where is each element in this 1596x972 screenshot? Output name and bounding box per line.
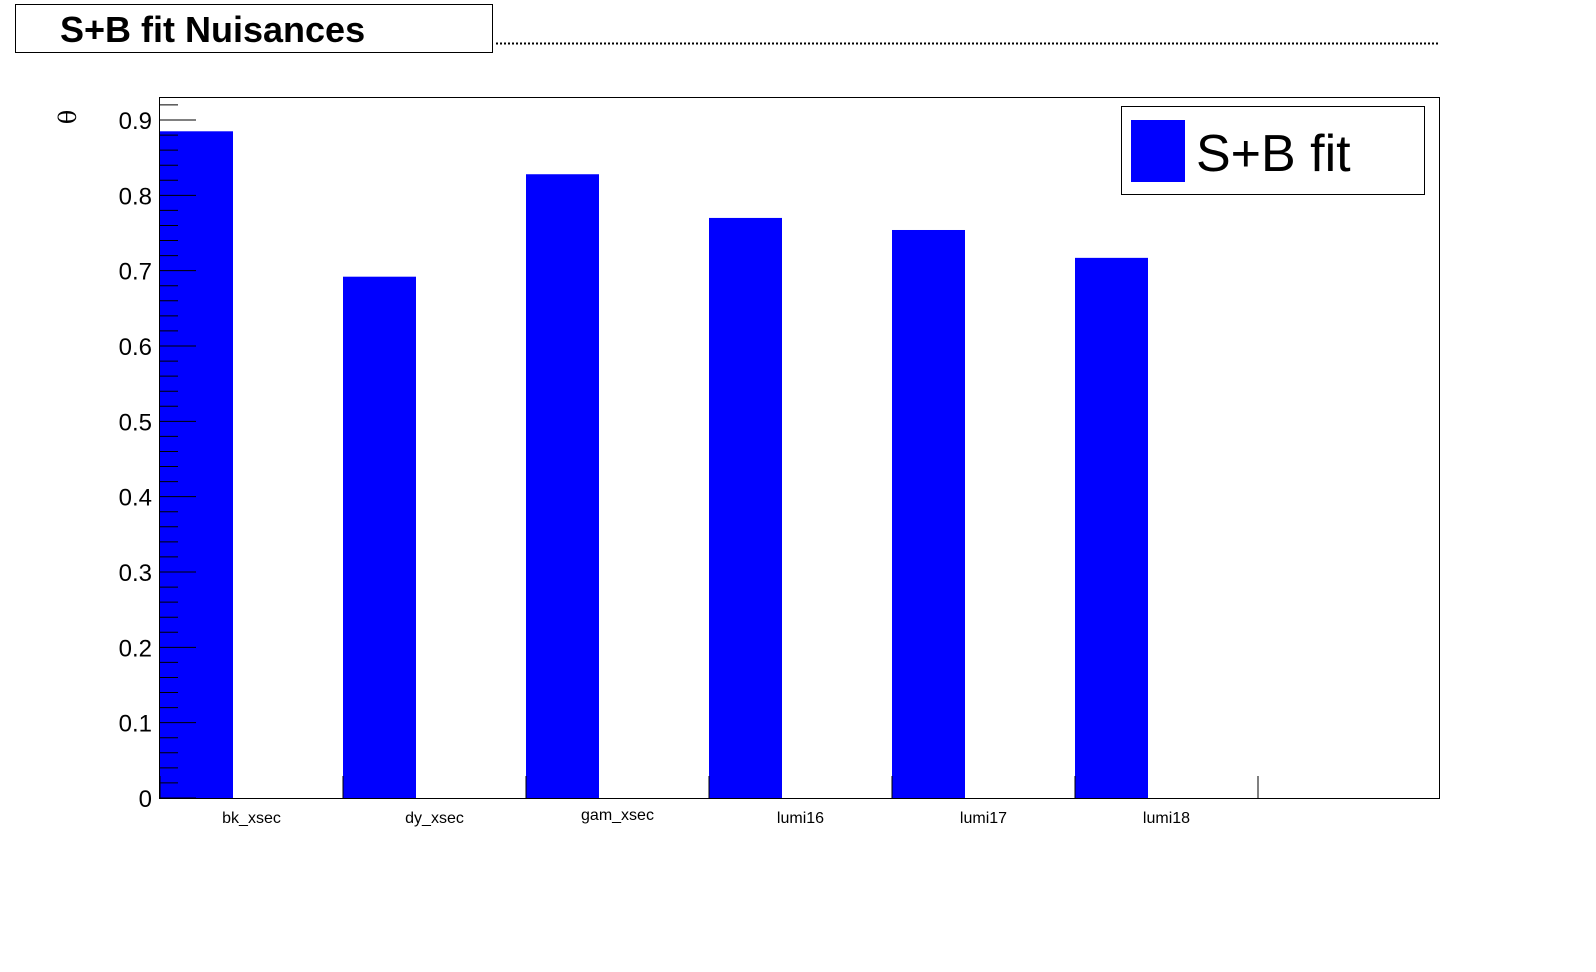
chart-title: S+B fit Nuisances [60, 9, 365, 50]
plot-frame [159, 97, 1440, 799]
x-category-label: lumi17 [960, 810, 1007, 827]
y-tick-label: 0.5 [119, 409, 152, 436]
title-box [15, 4, 493, 53]
x-category-label: lumi16 [777, 810, 824, 827]
bar-lumi16 [709, 217, 782, 798]
bar-bk_xsec [160, 131, 233, 799]
y-axis: 0 0.1 0.2 0.3 0.4 0.5 0.6 0.7 0.8 0.9 [119, 104, 196, 813]
legend: S+B fit [1121, 106, 1425, 195]
y-tick-label: 0.7 [119, 259, 152, 286]
bar-lumi18 [1075, 257, 1148, 798]
legend-swatch [1131, 120, 1185, 182]
y-tick-label: 0.2 [119, 635, 152, 662]
y-tick-label: 0 [139, 786, 152, 813]
y-tick-label: 0.8 [119, 183, 152, 210]
x-axis: bk_xsec dy_xsec gam_xsec lumi16 lumi17 lumi18 [159, 776, 1259, 827]
legend-label: S+B fit [1196, 125, 1351, 183]
bars-group [160, 131, 1148, 799]
x-category-label: gam_xsec [581, 807, 654, 824]
y-tick-label: 0.4 [119, 485, 152, 512]
y-axis-label: θ [54, 110, 82, 124]
x-category-label: bk_xsec [222, 810, 281, 827]
y-tick-label: 0.1 [119, 711, 152, 738]
y-tick-label: 0.6 [119, 334, 152, 361]
bar-gam_xsec [526, 174, 599, 799]
y-tick-label: 0.9 [119, 108, 152, 135]
bar-lumi17 [892, 229, 965, 798]
bar-dy_xsec [343, 276, 416, 798]
x-category-label: dy_xsec [405, 810, 464, 827]
x-category-label: lumi18 [1143, 810, 1190, 827]
y-tick-label: 0.3 [119, 560, 152, 587]
